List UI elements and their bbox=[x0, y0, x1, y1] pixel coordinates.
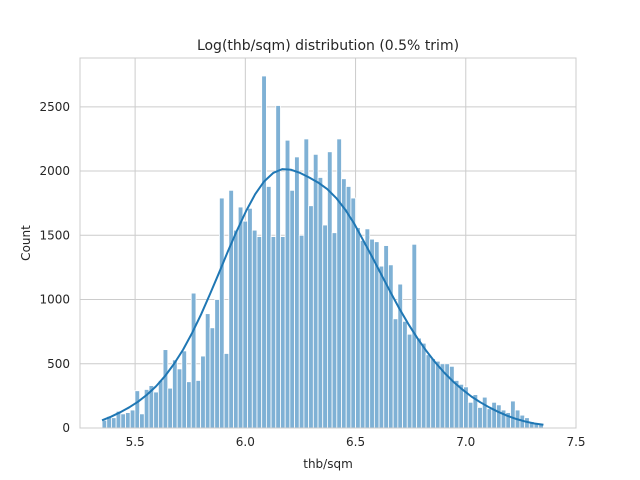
histogram-bar bbox=[139, 413, 145, 429]
x-axis-title: thb/sqm bbox=[303, 457, 353, 471]
histogram-bar bbox=[120, 413, 126, 429]
histogram-bar bbox=[416, 337, 422, 429]
histogram-bar bbox=[200, 355, 206, 429]
histogram-bar bbox=[449, 365, 455, 429]
histogram-bar bbox=[383, 245, 389, 429]
kde-curve bbox=[101, 168, 544, 426]
histogram-bar bbox=[425, 354, 432, 429]
histogram-bar bbox=[265, 186, 272, 429]
histogram-bars bbox=[101, 75, 544, 429]
histogram-bar bbox=[186, 381, 192, 429]
histogram-bar bbox=[430, 358, 436, 429]
histogram-bar bbox=[336, 138, 342, 429]
histogram-bar bbox=[195, 380, 202, 429]
y-tick-label: 0 bbox=[62, 421, 70, 435]
x-tick-label: 6.5 bbox=[346, 435, 365, 449]
histogram-bar bbox=[233, 229, 239, 429]
histogram-bar bbox=[312, 153, 319, 429]
y-tick-label: 1500 bbox=[39, 228, 70, 242]
histogram-bar bbox=[111, 417, 117, 429]
histogram-bar bbox=[181, 350, 187, 429]
histogram-bar bbox=[190, 292, 197, 429]
histogram-bar bbox=[402, 320, 408, 429]
histogram-bar bbox=[317, 177, 324, 429]
histogram-bar bbox=[308, 205, 314, 429]
histogram-bar bbox=[223, 353, 230, 429]
histogram-bar bbox=[134, 390, 141, 429]
histogram-bar bbox=[176, 368, 183, 429]
y-tick-label: 1000 bbox=[39, 293, 70, 307]
histogram-bar bbox=[204, 313, 211, 429]
histogram-bar bbox=[350, 197, 356, 429]
histogram-bar bbox=[477, 407, 483, 429]
histogram-bar bbox=[125, 412, 131, 429]
histogram-bar bbox=[467, 401, 474, 429]
x-tick-label: 7.5 bbox=[566, 435, 585, 449]
histogram-bar bbox=[289, 189, 295, 429]
histogram-bar bbox=[247, 207, 253, 429]
histogram-bar bbox=[341, 178, 347, 429]
histogram-bar bbox=[284, 139, 291, 429]
histogram-bar bbox=[167, 387, 173, 429]
histogram-bar bbox=[378, 265, 385, 429]
histogram-bar bbox=[364, 228, 371, 429]
plot-border bbox=[79, 57, 577, 429]
histogram-bar bbox=[209, 327, 216, 429]
x-tick-label: 5.5 bbox=[126, 435, 145, 449]
histogram-bar bbox=[261, 75, 267, 429]
histogram-bar bbox=[322, 224, 328, 429]
histogram-bar bbox=[237, 206, 244, 429]
y-tick-label: 2500 bbox=[39, 100, 70, 114]
histogram-bar bbox=[331, 232, 338, 429]
histogram-bar bbox=[280, 236, 286, 429]
histogram-bar bbox=[294, 156, 300, 429]
histogram-bar bbox=[275, 105, 281, 429]
histogram-bar bbox=[355, 227, 361, 429]
histogram-bar bbox=[406, 333, 413, 429]
histogram-bar bbox=[162, 349, 169, 429]
histogram-bar bbox=[129, 409, 136, 429]
y-tick-label: 500 bbox=[47, 357, 70, 371]
histogram-bar bbox=[392, 318, 399, 429]
plot-frame bbox=[79, 57, 577, 429]
histogram-bar bbox=[453, 380, 460, 429]
histogram-bar bbox=[242, 220, 249, 429]
histogram-bar bbox=[481, 396, 488, 429]
histogram-bar bbox=[101, 419, 108, 429]
histogram-bar bbox=[153, 391, 159, 429]
histogram-bar bbox=[345, 186, 352, 429]
histogram-bar bbox=[510, 400, 516, 429]
kde-line bbox=[101, 168, 544, 426]
histogram-bar bbox=[219, 197, 225, 429]
histogram-bar bbox=[214, 299, 220, 429]
histogram-bar bbox=[486, 408, 493, 429]
histogram-bar bbox=[228, 189, 234, 429]
histogram-bar bbox=[491, 401, 497, 429]
histogram-bar bbox=[251, 229, 258, 429]
histogram-bar bbox=[270, 236, 277, 429]
histogram-bar bbox=[359, 240, 366, 429]
histogram-bar bbox=[303, 138, 310, 429]
histogram-bar bbox=[172, 359, 178, 429]
tick-labels: 5.5 6.0 6.5 7.0 7.5 0 500 1000 1500 2000 2500 bbox=[39, 100, 585, 449]
x-tick-label: 7.0 bbox=[456, 435, 475, 449]
histogram-bar bbox=[435, 360, 441, 429]
histogram-bar bbox=[256, 236, 263, 429]
chart-title: Log(thb/sqm) distribution (0.5% trim) bbox=[197, 38, 459, 54]
histogram-bar bbox=[496, 404, 502, 429]
y-tick-label: 2000 bbox=[39, 164, 70, 178]
x-tick-label: 6.0 bbox=[236, 435, 255, 449]
histogram-bar bbox=[298, 234, 305, 429]
y-axis-title: Count bbox=[19, 225, 33, 261]
histogram-bar bbox=[157, 380, 164, 429]
histogram-bar bbox=[369, 238, 375, 429]
histogram-bar bbox=[420, 342, 427, 429]
